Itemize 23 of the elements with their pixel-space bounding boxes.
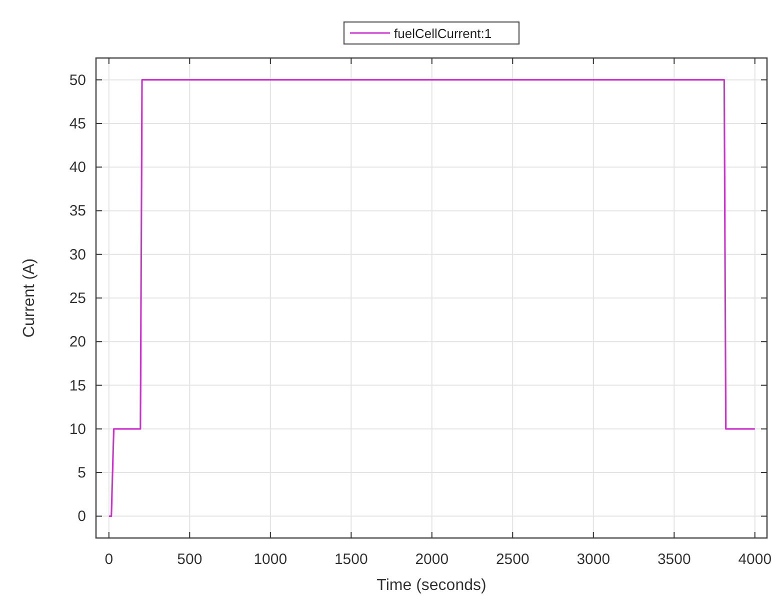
y-tick-label: 35 (69, 202, 86, 220)
y-axis-title: Current (A) (21, 258, 38, 338)
y-tick-label: 45 (69, 115, 86, 132)
x-tick-label: 1000 (254, 551, 288, 568)
y-tick-label: 50 (69, 72, 86, 89)
legend-label: fuelCellCurrent:1 (394, 26, 492, 41)
x-axis-title: Time (seconds) (376, 577, 486, 594)
y-tick-label: 20 (69, 334, 86, 351)
x-tick-label: 3000 (576, 551, 610, 568)
y-tick-label: 15 (69, 377, 86, 394)
x-tick-label: 2500 (496, 551, 530, 568)
y-tick-label: 10 (69, 420, 86, 438)
y-tick-label: 25 (69, 290, 86, 307)
y-tick-label: 40 (69, 159, 86, 176)
y-tick-label: 5 (78, 464, 86, 482)
x-tick-label: 3500 (657, 551, 691, 568)
y-tick-label: 30 (69, 246, 86, 264)
x-tick-label: 0 (104, 551, 114, 568)
x-tick-label: 500 (177, 551, 202, 568)
y-tick-label: 0 (78, 508, 86, 526)
x-tick-label: 2000 (415, 551, 449, 568)
x-tick-label: 4000 (738, 551, 772, 568)
x-tick-label: 1500 (334, 551, 368, 568)
